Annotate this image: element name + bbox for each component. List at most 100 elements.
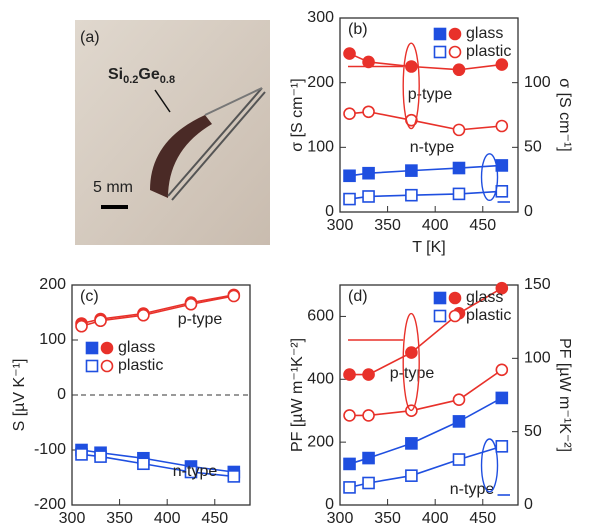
marker [452, 415, 466, 428]
y-tick-label: 200 [39, 276, 66, 293]
y-tick-label: 400 [307, 371, 334, 388]
marker [343, 169, 356, 183]
y-tick-label: -100 [34, 441, 66, 458]
annotation: p-type [408, 86, 453, 103]
plot-frame [339, 284, 519, 506]
marker [343, 107, 356, 121]
legend-marker [433, 309, 447, 323]
tweezers [167, 87, 266, 201]
x-tick-label: 450 [469, 510, 496, 526]
y2-axis-label: σ [S cm⁻¹] [556, 78, 573, 151]
marker [405, 60, 418, 73]
marker [452, 393, 466, 407]
x-tick-label: 400 [422, 217, 449, 234]
legend-marker [448, 45, 462, 59]
plot-frame [339, 17, 519, 213]
marker [495, 58, 509, 71]
panel-label: (b) [348, 21, 368, 38]
marker [227, 289, 241, 303]
x-tick-label: 350 [106, 510, 133, 526]
marker [405, 469, 418, 482]
marker [137, 308, 150, 322]
marker [343, 409, 356, 422]
annotation: n-type [410, 139, 455, 156]
marker [362, 368, 375, 381]
legend-marker [433, 27, 447, 41]
y-tick-label: 600 [307, 308, 334, 325]
marker [405, 437, 418, 450]
x-tick-label: 450 [201, 510, 228, 526]
marker [452, 453, 466, 466]
legend-label: plastic [466, 307, 511, 324]
y-tick-label: 100 [307, 139, 334, 156]
y-tick-label: -200 [34, 496, 66, 513]
legend-label: plastic [118, 357, 163, 374]
photo-panel: (a) Si0.2Ge0.8 5 mm [75, 20, 270, 245]
legend-marker [100, 359, 114, 373]
legend-marker [433, 45, 447, 59]
x-tick-label: 300 [59, 510, 86, 526]
marker [343, 47, 356, 60]
x-tick-label: 400 [422, 510, 449, 526]
sample-text: Si [108, 66, 123, 83]
sample-strip [150, 115, 212, 198]
y-axis-label: S [µV K⁻¹] [11, 359, 28, 432]
marker [495, 363, 509, 377]
y2-tick-label: 0 [524, 203, 533, 220]
legend-label: plastic [466, 43, 511, 60]
group-ring [480, 438, 499, 493]
y2-tick-label: 100 [524, 350, 551, 367]
annotation: p-type [390, 365, 435, 382]
marker [495, 185, 509, 198]
panel-label: (a) [80, 29, 100, 46]
group-ring [402, 312, 420, 412]
sample-sub: 0.2 [123, 74, 138, 86]
sample-sub: 0.8 [160, 74, 175, 86]
photo [75, 20, 270, 245]
marker [362, 105, 375, 119]
marker [343, 192, 356, 206]
legend-marker [448, 27, 462, 41]
x-axis-label: T [K] [412, 239, 446, 256]
marker [75, 448, 88, 461]
y-tick-label: 100 [39, 331, 66, 348]
y2-tick-label: 50 [524, 423, 542, 440]
marker [94, 314, 107, 328]
marker [184, 465, 198, 479]
marker [452, 161, 466, 175]
sample-label: Si0.2Ge0.8 [108, 66, 175, 86]
sample-text: Ge [138, 66, 159, 83]
marker [343, 457, 356, 471]
x-tick-label: 450 [469, 217, 496, 234]
y-tick-label: 0 [325, 203, 334, 220]
annotation: n-type [450, 481, 495, 498]
x-tick-label: 300 [327, 217, 354, 234]
y-tick-label: 0 [325, 496, 334, 513]
y2-tick-label: 0 [524, 496, 533, 513]
legend-label: glass [466, 289, 503, 306]
y-tick-label: 300 [307, 9, 334, 26]
marker [137, 457, 150, 471]
marker [343, 368, 356, 381]
panel-label: (d) [348, 288, 368, 305]
marker [362, 451, 375, 465]
y2-tick-label: 150 [524, 276, 551, 293]
marker [362, 166, 375, 180]
chart: 3003504004500200400600050100150T [K]PF [… [289, 276, 573, 527]
y-axis-label: σ [S cm⁻¹] [289, 78, 306, 151]
y2-axis-label: PF [µW m⁻¹K⁻²] [556, 338, 573, 452]
group-ring [480, 153, 499, 202]
x-tick-label: 400 [154, 510, 181, 526]
x-tick-label: 350 [374, 217, 401, 234]
legend-marker [448, 309, 462, 323]
y2-tick-label: 50 [524, 139, 542, 156]
marker [495, 440, 509, 453]
legend-marker [85, 359, 99, 373]
marker [362, 409, 375, 422]
marker [495, 391, 509, 405]
marker [405, 164, 418, 177]
tweezers-tip [204, 87, 263, 116]
